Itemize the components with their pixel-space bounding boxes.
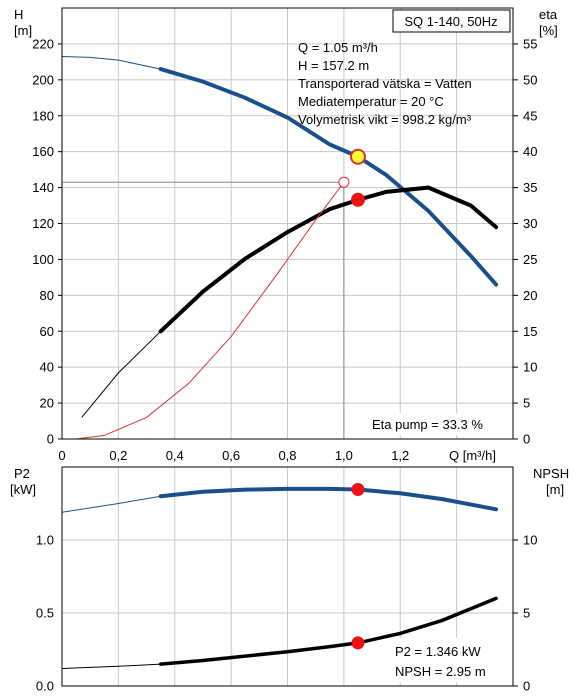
eta-axis-label-line2: [%] <box>539 23 558 38</box>
system-curve <box>76 181 345 440</box>
system-curve-marker <box>338 176 350 188</box>
x-axis-label: Q [m³/h] <box>449 448 496 463</box>
duty-point <box>349 148 366 165</box>
duty-info: Q = 1.05 m³/h H = 157.2 m Transporterad … <box>298 40 472 127</box>
title-box: SQ 1-140, 50Hz <box>392 9 511 33</box>
h-tick-label: 0 <box>47 432 54 447</box>
p2-axis-label-line2: [kW] <box>10 482 36 497</box>
h-tick-label: 80 <box>40 288 54 303</box>
p2-tick-label: 0.0 <box>36 679 54 694</box>
x-tick-label: 0,6 <box>222 448 240 463</box>
duty-point <box>350 192 365 207</box>
eta-tick-label: 10 <box>523 360 537 375</box>
bottom-npsh-tick-labels: 0 5 10 <box>523 533 537 694</box>
npsh-curve <box>158 596 498 666</box>
npsh-tick-label: 0 <box>523 679 530 694</box>
eta-pump-label: Eta pump = 33.3 % <box>372 417 483 432</box>
info-h: H = 157.2 m <box>298 58 369 73</box>
eta-tick-label: 0 <box>523 432 530 447</box>
info-liquid: Transporterad vätska = Vatten <box>298 76 472 91</box>
chart-title: SQ 1-140, 50Hz <box>404 14 497 29</box>
bottom-chart: P2 [kW] NPSH [m] 0.0 0.5 1.0 0 5 10 P2 = 1.3… <box>10 466 569 694</box>
x-tick-label: 0,8 <box>278 448 296 463</box>
h-curve-thin <box>61 56 161 70</box>
x-tick-label: 1,0 <box>335 448 353 463</box>
bottom-series <box>61 486 499 669</box>
eta-curve <box>158 185 499 334</box>
h-tick-label: 40 <box>40 360 54 375</box>
h-tick-label: 180 <box>32 108 54 123</box>
h-curve <box>158 67 499 287</box>
npsh-value-label: NPSH = 2.95 m <box>395 664 486 679</box>
duty-point <box>351 636 365 650</box>
eta-tick-label: 50 <box>523 72 537 87</box>
h-tick-label: 20 <box>40 396 54 411</box>
h-tick-label: 100 <box>32 252 54 267</box>
x-axis-label-bg <box>446 446 510 466</box>
info-density: Volymetrisk vikt = 998.2 kg/m³ <box>298 112 472 127</box>
title-box-border <box>392 9 511 33</box>
h-axis-label-line1: H <box>14 7 23 22</box>
x-tick-label: 0,4 <box>166 448 184 463</box>
p2-curve <box>158 486 499 512</box>
top-chart: H [m] eta [%] 00,20,40,60,81,01,21,4 020… <box>14 7 558 466</box>
p2-value-label: P2 = 1.346 kW <box>395 644 481 659</box>
p2-axis-label-line1: P2 <box>14 466 30 481</box>
top-eta-tick-labels: 0 5 10 15 20 25 30 35 40 45 50 55 <box>523 36 537 446</box>
bottom-plot-frame <box>61 466 514 687</box>
npsh-tick-label: 5 <box>523 606 530 621</box>
x-tick-label: 1,2 <box>391 448 409 463</box>
h-tick-label: 120 <box>32 216 54 231</box>
top-h-tick-labels: 0 20 40 60 80 100 120 140 160 180 200 220 <box>32 36 54 446</box>
p2-tick-label: 1.0 <box>36 533 54 548</box>
bottom-p2-tick-labels: 0.0 0.5 1.0 <box>36 533 54 694</box>
duty-point <box>351 482 365 496</box>
h-tick-label: 200 <box>32 72 54 87</box>
x-tick-label: 0 <box>58 448 65 463</box>
top-duty-points <box>338 148 366 207</box>
p2-curve-thin <box>61 495 161 513</box>
npsh-curve-thin <box>61 663 161 669</box>
top-grid <box>58 8 518 440</box>
eta-tick-label: 15 <box>523 324 537 339</box>
x-tick-label: 0,2 <box>109 448 127 463</box>
h-axis-label-line2: [m] <box>14 23 32 38</box>
eta-curve-thin <box>81 330 162 418</box>
eta-pump-label-bg <box>368 413 508 435</box>
eta-tick-label: 35 <box>523 180 537 195</box>
h-tick-label: 60 <box>40 324 54 339</box>
eta-tick-label: 40 <box>523 144 537 159</box>
eta-axis-label-line1: eta <box>539 7 558 22</box>
h-tick-label: 220 <box>32 36 54 51</box>
top-plot-frame <box>61 7 514 440</box>
npsh-tick-label: 10 <box>523 533 537 548</box>
eta-tick-label: 20 <box>523 288 537 303</box>
eta-tick-label: 5 <box>523 396 530 411</box>
p2-tick-label: 0.5 <box>36 606 54 621</box>
h-tick-label: 160 <box>32 144 54 159</box>
eta-tick-label: 30 <box>523 216 537 231</box>
npsh-axis-label-line1: NPSH <box>533 466 569 481</box>
top-series <box>61 56 499 440</box>
bottom-duty-points <box>351 482 365 650</box>
npsh-axis-label-line2: [m] <box>546 482 564 497</box>
info-q: Q = 1.05 m³/h <box>298 40 378 55</box>
bottom-annotation-bg <box>390 638 508 682</box>
eta-tick-label: 55 <box>523 36 537 51</box>
h-tick-label: 140 <box>32 180 54 195</box>
info-temperature: Mediatemperatur = 20 °C <box>298 94 444 109</box>
eta-tick-label: 45 <box>523 108 537 123</box>
eta-tick-label: 25 <box>523 252 537 267</box>
top-x-tick-labels: 00,20,40,60,81,01,21,4 <box>58 448 465 463</box>
